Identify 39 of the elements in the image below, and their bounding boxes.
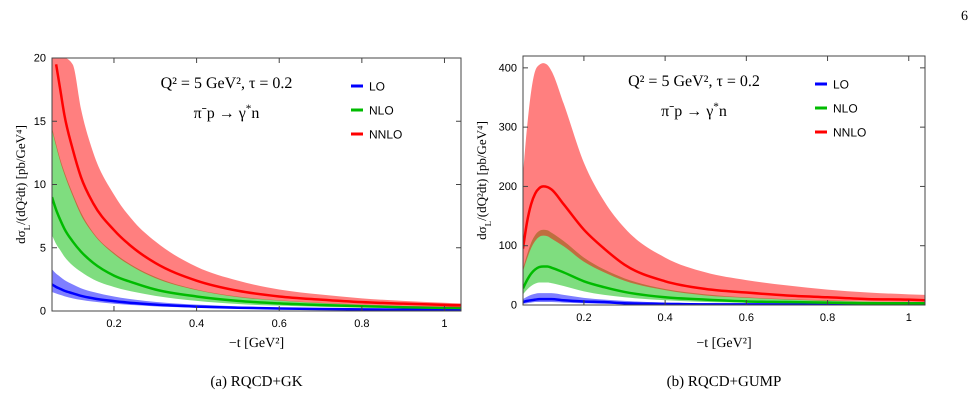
y-tick-label: 20 (34, 52, 46, 65)
legend-label: LO (833, 78, 850, 92)
legend-label: NNLO (833, 126, 866, 140)
x-tick-label: 1 (441, 318, 448, 330)
x-axis-title: −t [GeV²] (228, 336, 284, 351)
annotation: π⁻p → γ$^{*}$n (194, 103, 260, 122)
x-tick-label: 0.4 (188, 318, 204, 330)
y-tick-label: 0 (510, 300, 517, 312)
text: (b) RQCD+GUMP (666, 374, 782, 390)
x-tick-label: 0.2 (576, 312, 592, 324)
y-tick-label: 10 (34, 179, 46, 192)
x-axis-title: −t [GeV²] (696, 336, 752, 351)
y-tick-label: 400 (498, 62, 517, 74)
x-tick-label: 0.8 (354, 318, 370, 330)
legend-label: NLO (833, 102, 858, 116)
y-tick-label: 300 (498, 122, 517, 134)
line-series (523, 185, 925, 302)
annotation: π⁻p → γ$^{*}$n (661, 101, 727, 120)
text: (a) RQCD+GK (210, 374, 303, 390)
y-tick-label: 200 (498, 180, 517, 193)
legend-label: NLO (369, 104, 394, 118)
x-tick-label: 0.8 (820, 312, 836, 324)
line-series (52, 196, 461, 310)
y-tick-label: 0 (40, 306, 46, 318)
y-tick-label: 5 (40, 242, 46, 254)
y-tick-label: 15 (34, 116, 46, 128)
line-series (523, 265, 925, 304)
annotation: Q² = 5 GeV², τ = 0.2 (160, 75, 292, 92)
y-tick-label: 100 (498, 240, 517, 252)
x-tick-label: 0.4 (657, 312, 673, 324)
annotation: Q² = 5 GeV², τ = 0.2 (628, 73, 760, 90)
x-tick-label: 0.2 (106, 318, 122, 330)
text: 6 (961, 9, 968, 24)
x-tick-label: 1 (906, 312, 912, 324)
legend-label: LO (369, 80, 386, 94)
legend-label: NNLO (369, 128, 402, 142)
x-tick-label: 0.6 (738, 312, 754, 324)
line-series (52, 283, 461, 311)
x-tick-label: 0.6 (272, 318, 287, 330)
